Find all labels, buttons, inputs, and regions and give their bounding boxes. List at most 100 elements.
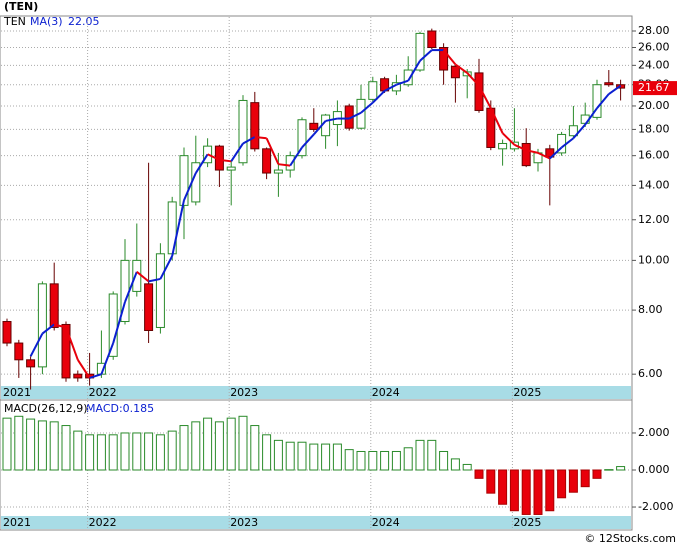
last-price: 21.67 [638, 81, 670, 94]
y-tick-label: -2.000 [638, 500, 673, 513]
ma-line [136, 271, 150, 283]
y-tick-label: 14.00 [638, 178, 670, 191]
ma-line [242, 136, 256, 145]
ma-line [65, 327, 79, 361]
candle-body [26, 359, 36, 368]
y-tick-label: 8.00 [638, 303, 663, 316]
chart-title: (TEN) [4, 0, 38, 13]
macd-bar [285, 441, 295, 471]
macd-bar [332, 443, 342, 471]
macd-bar [262, 434, 272, 471]
macd-bar [167, 430, 177, 471]
candle-body [297, 119, 307, 157]
macd-bar [191, 421, 201, 471]
macd-bar [132, 432, 142, 471]
macd-bar [2, 417, 12, 471]
macd-bar [616, 466, 626, 471]
candle-body [450, 65, 460, 79]
macd-bar [344, 449, 354, 471]
legend-ma: MA(3) [30, 15, 63, 28]
macd-bar [557, 469, 567, 499]
y-tick-label: 16.00 [638, 149, 670, 162]
ma-line [53, 323, 67, 329]
macd-bar [545, 469, 555, 512]
candle-body [368, 81, 378, 100]
candle-body [250, 102, 260, 150]
ma-line [478, 85, 492, 109]
macd-bar [309, 443, 319, 471]
y-tick-label: 12.00 [638, 213, 670, 226]
ma-line [560, 137, 575, 149]
ma-line [183, 172, 197, 201]
ma-line [219, 158, 232, 163]
ma-line [501, 132, 516, 146]
last-price-box [633, 81, 677, 96]
ma-line [289, 146, 303, 167]
x-tick-label: 2022 [89, 386, 117, 399]
x-tick-label: 2025 [513, 516, 541, 529]
candle-body [403, 69, 413, 86]
ma-line [584, 107, 598, 126]
macd-value: MACD:0.185 [86, 402, 154, 415]
ma-line [29, 333, 44, 357]
macd-bar [214, 421, 224, 471]
ma-line [325, 117, 338, 122]
legend-symbol: TEN [3, 15, 26, 28]
ma-line [466, 72, 480, 87]
macd-bar [368, 450, 378, 471]
macd-bar [391, 450, 401, 471]
macd-bar [427, 439, 437, 471]
candle-body [2, 321, 12, 344]
macd-bar [108, 434, 118, 471]
macd-bar [203, 417, 213, 471]
macd-bar [26, 418, 36, 471]
candle-body [273, 169, 283, 174]
candle-body [592, 84, 602, 118]
macd-bar [403, 447, 413, 471]
macd-bar [61, 425, 71, 471]
ma-line [489, 107, 504, 134]
ma-line [159, 255, 174, 280]
candle-body [309, 122, 319, 130]
macd-bar [380, 450, 390, 471]
candle-body [262, 148, 272, 174]
candle-body [132, 259, 142, 292]
ma-line [124, 271, 138, 303]
macd-bar [604, 469, 614, 471]
date-strip [1, 516, 631, 529]
macd-bar [96, 434, 106, 471]
macd-bar [450, 458, 460, 471]
legend-ma-value: 22.05 [68, 15, 100, 28]
ma-line [194, 153, 209, 174]
ma-line [384, 83, 397, 92]
ma-line [278, 163, 291, 167]
y-tick-label: 28.00 [638, 24, 670, 37]
y-tick-label: 26.00 [638, 41, 670, 54]
candle-body [285, 155, 295, 171]
ma-line [537, 151, 551, 160]
macd-bar [14, 415, 24, 471]
candle-body [238, 99, 248, 164]
x-tick-label: 2023 [230, 516, 258, 529]
ma-line [254, 135, 267, 140]
ma-line [76, 359, 91, 379]
ma-line [549, 146, 563, 160]
macd-bar [568, 469, 578, 493]
ma-line [112, 301, 126, 344]
candle-body [37, 283, 47, 368]
macd-bar [226, 417, 236, 471]
candle-body [415, 32, 425, 71]
ma-line [41, 323, 55, 335]
macd-bar [179, 425, 189, 471]
macd-bar [238, 415, 248, 471]
macd-bar [155, 434, 165, 471]
y-tick-label: 18.00 [638, 122, 670, 135]
candle-body [427, 30, 437, 49]
ma-line [525, 149, 539, 154]
candle-body [439, 47, 449, 71]
macd-bar [415, 439, 425, 471]
candle-body [604, 82, 614, 86]
ma-line [608, 84, 622, 95]
credit: © 12Stocks.com [584, 532, 676, 545]
